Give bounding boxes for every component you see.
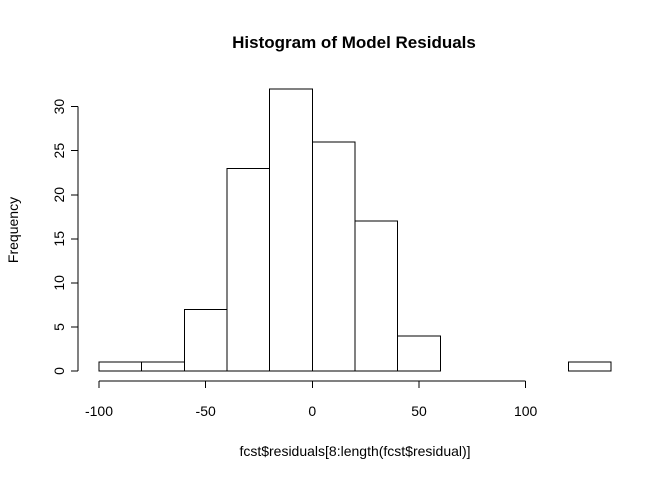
y-tick-label: 10 <box>51 275 67 291</box>
x-axis-label: fcst$residuals[8:length(fcst$residual)] <box>239 443 470 459</box>
y-axis: 0 5 10 15 20 25 30 <box>51 99 79 375</box>
y-axis-label: Frequency <box>5 197 21 263</box>
histogram-bar <box>354 220 399 372</box>
histogram-bar <box>397 335 441 372</box>
y-tick-label: 15 <box>51 231 67 247</box>
y-tick-label: 0 <box>51 367 67 375</box>
x-tick-label: 50 <box>411 403 427 419</box>
y-tick-label: 5 <box>51 323 67 331</box>
histogram-bar <box>141 361 185 372</box>
x-tick-label: -50 <box>196 403 216 419</box>
x-tick-label: 100 <box>514 403 538 419</box>
histogram-bars <box>98 88 612 372</box>
histogram-bar <box>183 308 228 372</box>
histogram-bar <box>311 141 356 372</box>
x-axis: -100 -50 0 50 100 <box>85 380 538 419</box>
histogram-bar <box>98 361 143 372</box>
x-tick-label: -100 <box>85 403 113 419</box>
histogram-bar <box>226 167 271 372</box>
chart-title: Histogram of Model Residuals <box>232 33 476 52</box>
y-tick-label: 25 <box>51 143 67 159</box>
y-tick-label: 20 <box>51 187 67 203</box>
x-tick-label: 0 <box>308 403 316 419</box>
histogram-bar <box>269 88 313 372</box>
y-tick-label: 30 <box>51 99 67 115</box>
histogram-bar <box>567 361 612 372</box>
